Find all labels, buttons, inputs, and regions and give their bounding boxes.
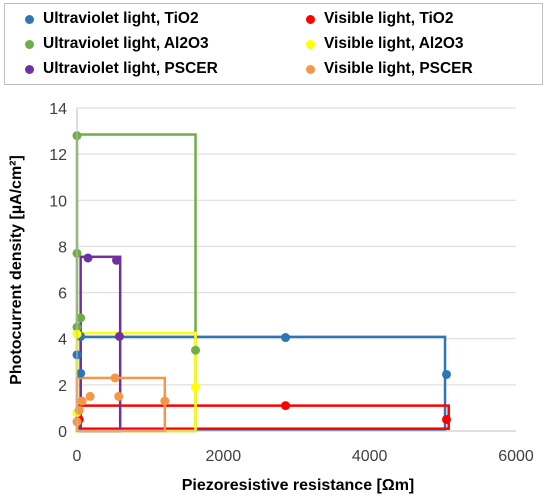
legend-marker [25,39,34,49]
data-point [76,368,86,378]
y-tick-label: 4 [58,332,67,349]
legend-label: Visible light, Al2O3 [324,35,464,52]
gridlines [77,107,516,386]
series-rect [79,335,447,432]
legend-label: Ultraviolet light, PSCER [43,60,218,77]
x-tick-label: 4000 [352,448,388,465]
data-point [191,382,201,392]
data-point [281,333,291,343]
data-point [85,391,95,401]
legend-label: Ultraviolet light, TiO2 [43,10,199,27]
data-point [160,396,170,406]
data-point [441,414,451,424]
data-point [110,373,120,383]
x-axis-label: Piezoresistive resistance [Ωm] [182,477,415,494]
data-point [74,405,84,415]
series-rect [77,404,450,430]
data-point [441,369,451,379]
legend-label: Ultraviolet light, Al2O3 [43,35,209,52]
data-point [83,253,93,263]
legend-item-uv-pscer: Ultraviolet light, PSCER [25,58,218,80]
y-tick-label: 8 [58,239,67,256]
legend-item-uv-tio2: Ultraviolet light, TiO2 [25,8,199,30]
y-tick-label: 14 [49,101,67,118]
legend-item-vis-pscer: Visible light, PSCER [306,58,473,80]
y-tick-label: 2 [58,378,67,395]
x-tick-label: 2000 [206,448,242,465]
legend-marker [25,14,34,24]
data-point [76,313,86,323]
data-point [114,391,124,401]
data-points [72,131,451,427]
y-tick-label: 12 [49,147,67,164]
y-axis-label: Photocurrent density [µA/cm²] [8,155,25,385]
data-point [112,255,122,265]
data-point [114,331,124,341]
x-tick-label: 0 [73,448,82,465]
legend-item-vis-tio2: Visible light, TiO2 [306,8,454,30]
legend-item-vis-al2o3: Visible light, Al2O3 [306,33,464,55]
x-tick-label: 6000 [498,448,534,465]
legend-marker [306,39,315,49]
tick-labels: 0 2 4 6 8 10 12 14 0 2000 4000 6000 [49,101,534,465]
legend-marker [306,64,315,74]
data-point [191,345,201,355]
series-rect [75,331,197,433]
series-rectangles [75,133,450,433]
legend-label: Visible light, TiO2 [324,10,454,27]
data-point [281,401,291,411]
legend-item-uv-al2o3: Ultraviolet light, Al2O3 [25,33,209,55]
y-tick-label: 0 [58,424,67,441]
data-point [77,396,87,406]
legend-marker [306,14,315,24]
legend-marker [25,64,34,74]
legend-label: Visible light, PSCER [324,60,473,77]
legend: Ultraviolet light, TiO2 Visible light, T… [4,3,543,85]
y-tick-label: 10 [49,193,67,210]
axes [76,108,516,432]
series-rect [75,133,197,433]
y-tick-label: 6 [58,286,67,303]
